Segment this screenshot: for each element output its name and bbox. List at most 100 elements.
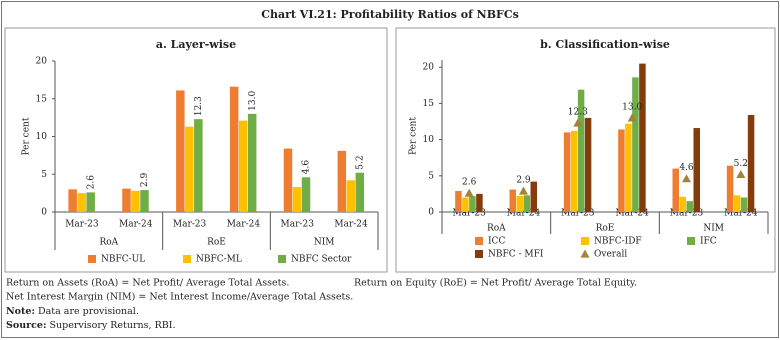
bar (747, 115, 755, 212)
y-tick-label: 20 (36, 57, 48, 67)
note-label: Source: (6, 320, 46, 331)
x-tick-label: Mar-24 (615, 209, 649, 219)
bar (292, 187, 302, 212)
value-label: 13.0 (622, 102, 642, 112)
value-label: 4.6 (679, 163, 694, 173)
bar (238, 120, 248, 212)
marker (519, 186, 528, 195)
bar (570, 130, 578, 212)
bar (693, 128, 700, 212)
legend-swatch (581, 237, 589, 245)
note: Return on Assets (RoA) = Net Profit/ Ave… (6, 278, 289, 289)
x-tick-label: Mar-24 (227, 220, 261, 230)
x-tick-label: Mar-23 (670, 209, 704, 219)
bar (346, 180, 356, 212)
x-tick-label: Mar-24 (724, 209, 758, 219)
bar (577, 89, 585, 212)
bar (563, 132, 571, 212)
legend-swatch (278, 255, 286, 263)
figure-title: Chart VI.21: Profitability Ratios of NBF… (261, 8, 519, 21)
legend-label: NBFC-ML (196, 255, 242, 265)
bar (516, 196, 523, 212)
panel-border (4, 27, 388, 273)
bar (632, 77, 639, 212)
legend-swatch (475, 237, 483, 245)
legend-label: NBFC-UL (101, 255, 145, 265)
y-tick-label: 15 (423, 99, 435, 109)
legend-label: Overall (594, 250, 627, 260)
y-tick-label: 20 (423, 63, 435, 73)
bar (194, 119, 203, 212)
group-label: NIM (703, 224, 724, 234)
bar (77, 193, 86, 212)
bar (86, 192, 95, 212)
x-tick-label: Mar-23 (173, 220, 207, 230)
value-label: 2.9 (516, 176, 531, 186)
legend-label: IFC (700, 237, 717, 247)
bar (733, 195, 741, 212)
bar (229, 86, 239, 212)
value-label: 13.0 (248, 91, 258, 111)
x-tick-label: Mar-23 (281, 220, 315, 230)
bar (337, 150, 347, 212)
value-label: 2.6 (86, 175, 96, 190)
bar (140, 190, 149, 212)
legend-swatch (475, 250, 483, 258)
y-tick-label: 0 (428, 208, 434, 218)
bar (740, 197, 748, 212)
group-label: RoA (487, 224, 506, 234)
chart-title: a. Layer-wise (156, 38, 236, 51)
note-text: Data are provisional. (38, 306, 139, 317)
y-tick-label: 10 (36, 132, 48, 142)
group-label: RoE (596, 224, 615, 234)
x-tick-label: Mar-24 (119, 220, 153, 230)
bar (726, 165, 734, 212)
bar (462, 197, 469, 212)
bar (618, 129, 625, 212)
bar (672, 168, 679, 212)
x-tick-label: Mar-23 (65, 220, 99, 230)
marker (464, 188, 474, 197)
legend-label: ICC (488, 237, 505, 247)
panel-border (395, 27, 776, 273)
group-label: RoE (207, 238, 226, 248)
bar (185, 126, 194, 212)
value-label: 12.3 (568, 107, 588, 117)
legend-swatch (88, 255, 96, 263)
bar (176, 90, 185, 212)
y-axis-label: Per cent (22, 117, 32, 155)
legend-swatch (687, 237, 695, 245)
marker (573, 118, 583, 127)
note: Source: Supervisory Returns, RBI. (6, 320, 175, 331)
x-tick-label: Mar-24 (334, 220, 368, 230)
group-label: NIM (314, 238, 335, 248)
bar (131, 190, 140, 212)
bar (686, 201, 693, 212)
legend-label: NBFC Sector (291, 255, 352, 265)
value-label: 4.6 (302, 160, 312, 175)
note: Note: Data are provisional. (6, 306, 139, 317)
bar (355, 172, 365, 212)
legend-label: NBFC - MFI (488, 250, 544, 260)
y-tick-label: 15 (36, 94, 48, 104)
note: Return on Equity (RoE) = Net Profit/ Ave… (354, 278, 637, 289)
note-label: Note: (6, 306, 35, 317)
value-label: 12.3 (194, 96, 204, 116)
bar (283, 148, 293, 212)
value-label: 5.2 (356, 155, 366, 169)
y-tick-label: 0 (41, 208, 47, 218)
bar (530, 181, 537, 212)
bar (509, 189, 516, 212)
x-tick-label: Mar-23 (561, 209, 595, 219)
bar (476, 193, 483, 212)
y-tick-label: 5 (41, 170, 47, 180)
x-tick-label: Mar-23 (452, 209, 486, 219)
legend-label: NBFC-IDF (594, 237, 642, 247)
bar (679, 196, 686, 212)
bar (639, 63, 646, 212)
y-tick-label: 5 (428, 171, 434, 181)
bar (455, 191, 462, 212)
value-label: 2.9 (140, 173, 150, 188)
